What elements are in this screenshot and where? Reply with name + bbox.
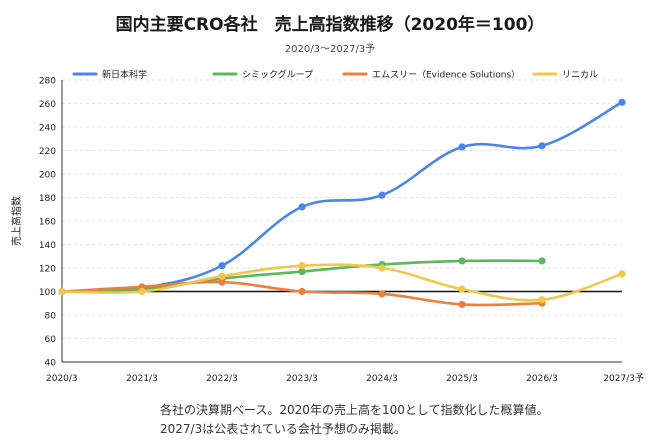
y-tick-label: 40 [45,359,57,369]
data-point [218,272,226,280]
x-tick-label: 2026/3 [526,374,558,384]
data-point [58,287,66,296]
data-point [618,98,626,106]
y-tick-label: 60 [45,335,57,345]
x-tick-label: 2027/3予 [603,373,644,384]
data-point [298,267,306,276]
y-tick-label: 80 [45,312,57,322]
data-point [458,257,466,265]
data-point [538,296,546,304]
data-point [538,142,546,150]
data-point [458,300,466,309]
data-point [618,270,626,278]
data-point [218,262,226,270]
x-tick-label: 2023/3 [286,374,318,384]
data-point [298,287,306,296]
legend-label: シミックグループ [242,69,313,81]
data-point [458,285,466,293]
y-tick-label: 160 [39,218,56,228]
chart-title: 国内主要CRO各社 売上高指数推移（2020年＝100） [115,15,545,35]
series-line-4 [60,263,624,302]
x-tick-label: 2021/3 [126,374,158,384]
x-tick-label: 2022/3 [206,374,238,384]
y-tick-label: 100 [39,288,56,298]
note-line-2: 2027/3は公表されている会社予想のみ掲載。 [160,422,406,436]
data-point [298,203,306,211]
y-tick-label: 240 [39,124,56,134]
legend-item: エムスリー（Evidence Solutions） [342,70,520,81]
y-tick-label: 120 [39,265,56,275]
legend-label: 新日本科学 [102,69,147,81]
data-point [458,143,466,151]
line-chart: 40 60 80 100 120 140 160 180 200 220 240 260 280 2020… [10,69,644,385]
series-line-1 [60,101,624,293]
y-tick-label: 220 [39,147,56,157]
y-tick-label: 260 [39,100,56,110]
y-axis-label: 売上高指数 [10,196,23,246]
legend-item: シミックグループ [212,69,313,81]
data-point [298,262,306,270]
data-point [218,278,226,286]
y-tick-label: 140 [39,241,56,251]
legend-label: リニカル [562,70,598,81]
y-tick-label: 280 [39,77,56,87]
x-tick-label: 2024/3 [366,374,398,384]
legend-item: 新日本科学 [72,69,147,81]
data-point [378,290,386,298]
data-point [538,257,546,265]
x-tick-label: 2025/3 [446,374,478,384]
data-point [378,264,386,272]
data-point [378,191,386,199]
legend-item: リニカル [532,70,598,81]
y-tick-label: 200 [39,171,56,181]
note-line-1: 各社の決算期ベース。2020年の売上高を100として指数化した概算値。 [160,403,549,417]
data-point [138,287,146,296]
legend-label: エムスリー（Evidence Solutions） [372,70,520,81]
chart-subtitle: 2020/3〜2027/3予 [284,44,376,55]
chart-note: 各社の決算期ベース。2020年の売上高を100として指数化した概算値。 2027… [160,401,549,439]
plot-panel: 40 60 80 100 120 140 160 180 200 220 240 260 280 2020… [4,58,652,388]
x-tick-label: 2020/3 [46,374,78,384]
y-tick-label: 180 [39,194,56,204]
